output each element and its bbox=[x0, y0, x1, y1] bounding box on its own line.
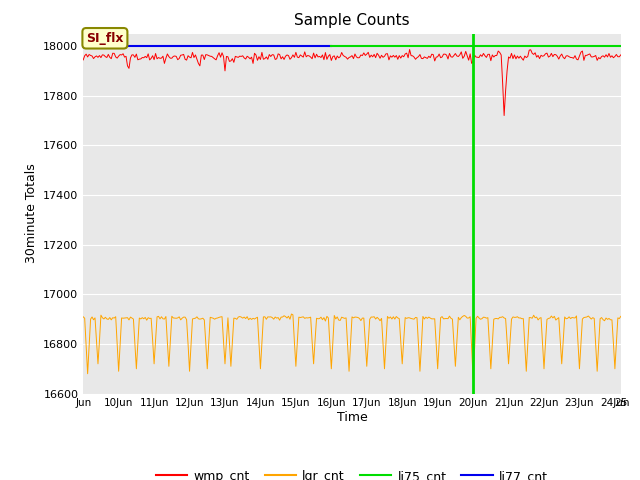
Y-axis label: 30minute Totals: 30minute Totals bbox=[24, 164, 38, 264]
X-axis label: Time: Time bbox=[337, 411, 367, 424]
Text: SI_flx: SI_flx bbox=[86, 32, 124, 45]
Title: Sample Counts: Sample Counts bbox=[294, 13, 410, 28]
Legend: wmp_cnt, lgr_cnt, li75_cnt, li77_cnt: wmp_cnt, lgr_cnt, li75_cnt, li77_cnt bbox=[151, 465, 553, 480]
